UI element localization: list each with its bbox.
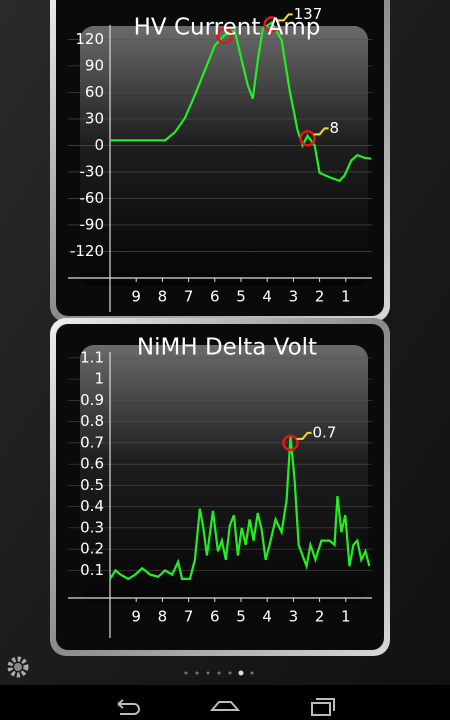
- back-button[interactable]: [117, 699, 140, 715]
- chart: 0.10.20.30.40.50.60.70.80.911.19 8 7 6 5 4 3 2 1: [68, 348, 372, 638]
- y-tick-label: 60: [85, 83, 104, 101]
- x-tick-label: 9: [131, 288, 141, 306]
- chart-title: HV Current Amp: [134, 15, 321, 41]
- y-tick-label: 0.7: [80, 433, 104, 451]
- y-tick-label: 1: [94, 370, 104, 388]
- line-series: [109, 436, 371, 581]
- panel-1: [50, 0, 390, 322]
- y-tick-label: 0.5: [80, 476, 104, 494]
- x-tick-label: 7: [184, 288, 194, 306]
- x-tick-label: 6: [210, 608, 220, 626]
- home-button[interactable]: [209, 701, 241, 711]
- peak-marker: [282, 434, 299, 452]
- settings-button[interactable]: [7, 656, 29, 678]
- x-tick-label: 1: [341, 288, 351, 306]
- peak-label: 137: [294, 5, 323, 23]
- y-tick-label: 0.1: [80, 561, 104, 579]
- y-tick-label: 90: [85, 56, 104, 74]
- peak-label: 8: [330, 119, 340, 137]
- y-tick-label: -60: [80, 189, 105, 207]
- y-tick-label: 0: [94, 136, 104, 154]
- x-tick-label: 8: [158, 288, 168, 306]
- line-series: [110, 20, 372, 183]
- peak-leader: [313, 127, 329, 136]
- x-tick-label: 6: [210, 288, 220, 306]
- peak-marker: [263, 16, 280, 33]
- x-tick-label: 3: [289, 608, 299, 626]
- y-tick-label: -30: [80, 162, 105, 180]
- y-tick-label: 0.3: [80, 518, 104, 536]
- y-tick-label: 0.4: [80, 497, 104, 515]
- y-tick-label: 1.1: [80, 348, 104, 366]
- peak-leader: [277, 13, 293, 22]
- y-tick-label: 120: [75, 30, 104, 48]
- page-indicator: [184, 670, 254, 676]
- x-tick-label: 3: [289, 288, 299, 306]
- x-tick-label: 2: [315, 288, 325, 306]
- y-tick-label: 30: [85, 109, 104, 127]
- peak-label: 0.7: [313, 423, 337, 441]
- peak-marker: [299, 130, 316, 147]
- x-tick-label: 5: [236, 288, 246, 306]
- chart-title: NiMH Delta Volt: [137, 335, 317, 361]
- x-tick-label: 7: [184, 608, 194, 626]
- recents-button[interactable]: [311, 698, 335, 716]
- y-tick-label: 0.6: [80, 455, 104, 473]
- x-tick-label: 1: [341, 608, 351, 626]
- x-tick-label: 4: [262, 288, 272, 306]
- x-tick-label: 9: [131, 608, 141, 626]
- y-tick-label: 0.8: [80, 412, 104, 430]
- y-tick-label: -120: [70, 242, 104, 260]
- y-tick-label: 0.2: [80, 540, 104, 558]
- x-tick-label: 5: [236, 608, 246, 626]
- x-tick-label: 4: [262, 608, 272, 626]
- x-tick-label: 8: [158, 608, 168, 626]
- x-tick-label: 2: [315, 608, 325, 626]
- y-tick-label: 0.9: [80, 391, 104, 409]
- peak-leader: [296, 431, 312, 440]
- peak-marker: [216, 27, 234, 45]
- y-tick-label: -90: [80, 215, 105, 233]
- panel-2: [50, 318, 390, 656]
